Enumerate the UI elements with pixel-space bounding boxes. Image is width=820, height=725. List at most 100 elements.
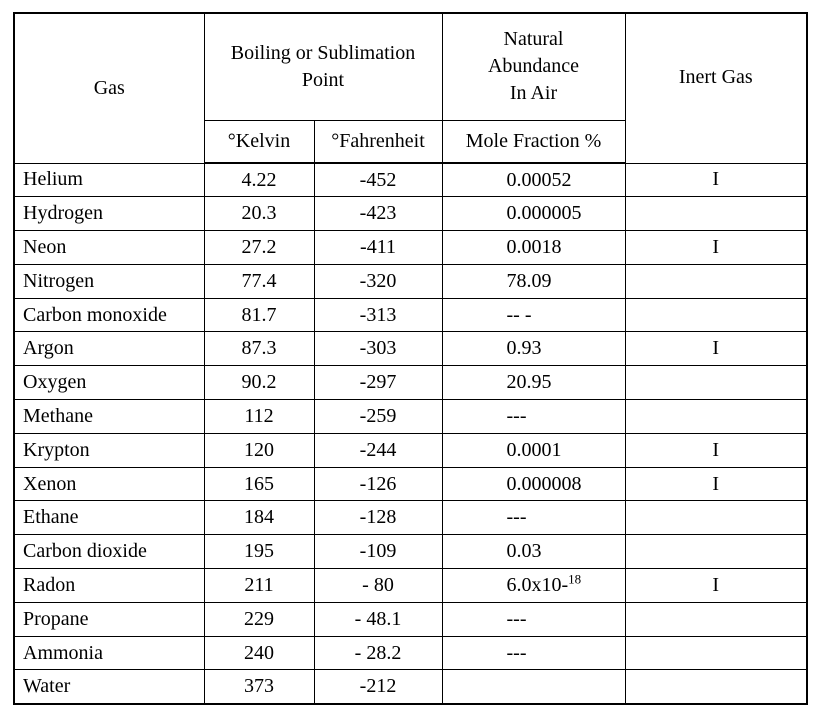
kelvin-cell: 87.3	[203, 331, 315, 367]
fahrenheit-cell: -126	[313, 466, 443, 502]
mole-fraction-cell: 0.000005	[441, 196, 626, 232]
inert-gas-cell	[624, 297, 808, 333]
table-row: Neon 27.2 -411 0.0018 I	[13, 230, 808, 265]
kelvin-cell: 20.3	[203, 196, 315, 232]
header-kelvin: °Kelvin	[203, 119, 315, 164]
exponent: 18	[568, 571, 582, 587]
inert-gas-cell	[624, 365, 808, 401]
header-natural-abundance: Natural Abundance In Air	[441, 12, 626, 121]
kelvin-cell: 184	[203, 500, 315, 536]
header-row-2: °Kelvin °Fahrenheit Mole Fraction %	[14, 119, 807, 164]
header-abundance-line-3: In Air	[509, 82, 558, 105]
fahrenheit-cell: -212	[313, 669, 443, 705]
gas-name-cell: Neon	[13, 230, 205, 265]
kelvin-cell: 373	[203, 669, 315, 705]
table-body: Helium 4.22 -452 0.00052 I Hydrogen 20.3 -423 0.…	[13, 162, 808, 705]
header-boiling-point: Boiling or Sublimation Point	[203, 12, 443, 121]
header-abundance-line-2: Abundance	[487, 55, 580, 78]
header-gas: Gas	[13, 12, 205, 164]
header-row-1: Gas Boiling or Sublimation Point Natural…	[13, 12, 808, 164]
mole-fraction-cell: 0.0001	[441, 432, 626, 468]
table-row: Radon 211- 80 6.0x10-18 I	[13, 568, 808, 603]
inert-gas-cell: I	[624, 162, 808, 198]
mole-fraction-cell: 0.93	[441, 331, 626, 367]
fahrenheit-cell: -303	[313, 331, 443, 367]
kelvin-cell: 81.7	[203, 297, 315, 333]
inert-gas-cell: I	[624, 466, 808, 502]
kelvin-cell: 90.2	[203, 365, 315, 401]
gas-name-cell: Xenon	[13, 466, 205, 502]
mole-fraction-cell: -- -	[441, 297, 626, 333]
fahrenheit-cell: -244	[313, 432, 443, 468]
table-row: Ammonia 240- 28.2 ---	[13, 635, 808, 671]
kelvin-cell: 112	[203, 399, 315, 434]
fahrenheit-cell: -452	[313, 162, 443, 198]
fahrenheit-cell: -297	[313, 365, 443, 401]
inert-gas-cell	[624, 196, 808, 232]
kelvin-cell: 165	[203, 466, 315, 502]
table-row: Xenon 165 -126 0.000008 I	[13, 466, 808, 502]
gas-name-cell: Nitrogen	[13, 263, 205, 299]
inert-gas-cell	[624, 635, 808, 671]
inert-gas-cell: I	[624, 432, 808, 468]
inert-gas-cell	[624, 399, 808, 434]
table-row: Propane 229- 48.1 ---	[13, 601, 808, 637]
header-inert-gas: Inert Gas	[624, 12, 808, 164]
kelvin-cell: 240	[203, 635, 315, 671]
mole-fraction-cell: ---	[441, 399, 626, 434]
inert-gas-cell	[624, 669, 808, 705]
table-row: Water 373 -212	[13, 669, 808, 705]
gas-name-cell: Hydrogen	[13, 196, 205, 232]
gas-name-cell: Radon	[13, 568, 205, 603]
kelvin-cell: 27.2	[203, 230, 315, 265]
fahrenheit-cell: - 48.1	[313, 601, 443, 637]
inert-gas-cell	[624, 534, 808, 570]
table-row: Hydrogen 20.3 -423 0.000005	[13, 196, 808, 232]
gas-name-cell: Oxygen	[13, 365, 205, 401]
table-row: Carbon monoxide 81.7 -313 -- -	[13, 297, 808, 333]
table-header: Gas Boiling or Sublimation Point Natural…	[13, 12, 808, 164]
inert-gas-cell: I	[624, 230, 808, 265]
mole-fraction-cell: 0.03	[441, 534, 626, 570]
mole-fraction-cell: ---	[441, 500, 626, 536]
fahrenheit-cell: -109	[313, 534, 443, 570]
fahrenheit-cell: -128	[313, 500, 443, 536]
fahrenheit-cell: -259	[313, 399, 443, 434]
table-row: Ethane 184 -128 ---	[13, 500, 808, 536]
mole-fraction-cell: 0.0018	[441, 230, 626, 265]
gas-name-cell: Ammonia	[13, 635, 205, 671]
gas-name-cell: Argon	[13, 331, 205, 367]
mole-fraction-cell: 0.000008	[441, 466, 626, 502]
mole-fraction-cell: ---	[441, 601, 626, 637]
gas-name-cell: Helium	[13, 162, 205, 198]
gas-properties-table: Gas Boiling or Sublimation Point Natural…	[13, 12, 808, 705]
kelvin-cell: 4.22	[203, 162, 315, 198]
mole-fraction-cell: 78.09	[441, 263, 626, 299]
inert-gas-cell: I	[624, 331, 808, 367]
header-boiling-point-label: Boiling or Sublimation Point	[230, 41, 416, 91]
header-fahrenheit: °Fahrenheit	[313, 119, 443, 164]
mole-fraction-cell: ---	[441, 635, 626, 671]
inert-gas-cell	[624, 500, 808, 536]
inert-gas-cell: I	[624, 568, 808, 603]
gas-name-cell: Water	[13, 669, 205, 705]
kelvin-cell: 195	[203, 534, 315, 570]
gas-name-cell: Propane	[13, 601, 205, 637]
fahrenheit-cell: -411	[313, 230, 443, 265]
inert-gas-cell	[624, 601, 808, 637]
kelvin-cell: 211	[203, 568, 315, 603]
fahrenheit-cell: -320	[313, 263, 443, 299]
gas-name-cell: Krypton	[13, 432, 205, 468]
table-row: Oxygen 90.2 -297 20.95	[13, 365, 808, 401]
kelvin-cell: 229	[203, 601, 315, 637]
kelvin-cell: 120	[203, 432, 315, 468]
fahrenheit-cell: - 28.2	[313, 635, 443, 671]
table-row: Nitrogen 77.4 -320 78.09	[13, 263, 808, 299]
gas-name-cell: Carbon dioxide	[13, 534, 205, 570]
mole-fraction-cell: 0.00052	[441, 162, 626, 198]
mole-fraction-cell	[441, 669, 626, 705]
table-row: Krypton 120 -244 0.0001 I	[13, 432, 808, 468]
header-mole-fraction: Mole Fraction %	[441, 119, 626, 164]
fahrenheit-cell: -423	[313, 196, 443, 232]
